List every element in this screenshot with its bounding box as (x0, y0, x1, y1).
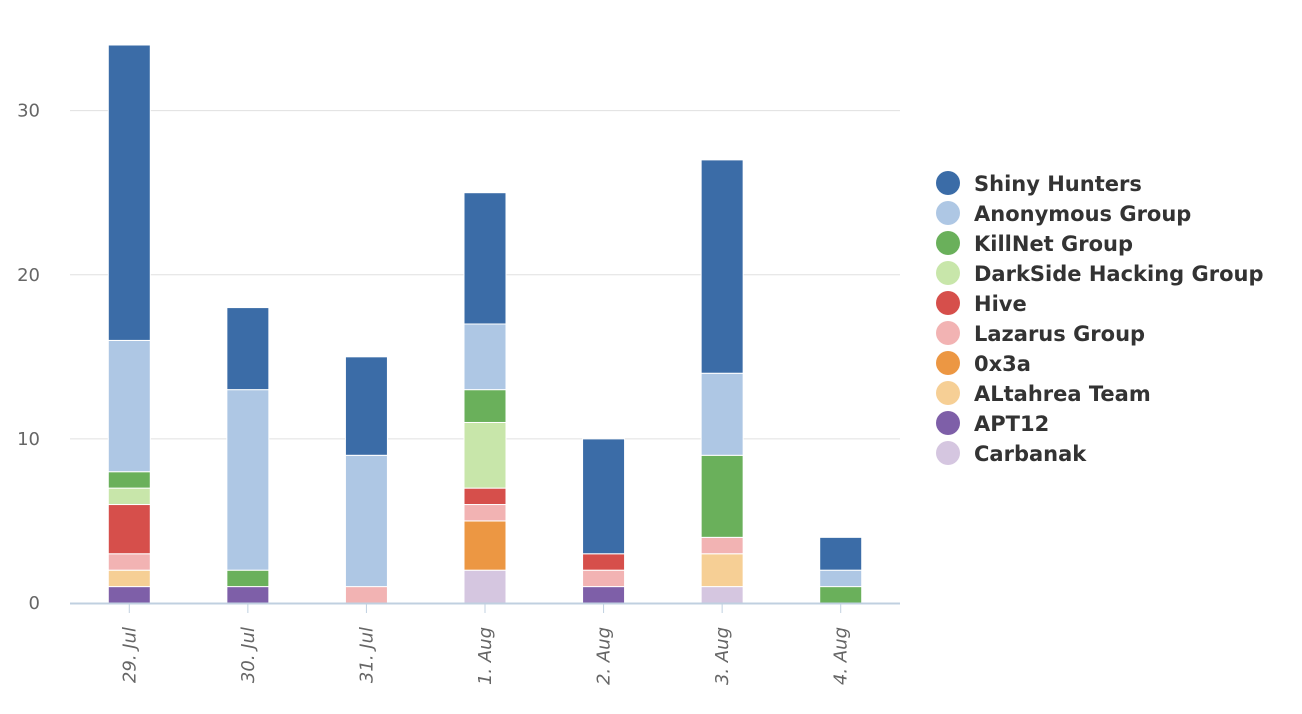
legend: Shiny Hunters Anonymous Group KillNet Grou… (936, 171, 1264, 466)
legend-item[interactable]: Shiny Hunters (936, 171, 1142, 196)
bar-segment[interactable] (344, 356, 388, 456)
x-tick-label: 31. Jul (356, 627, 377, 683)
bar-segment[interactable] (226, 586, 270, 604)
legend-item[interactable]: KillNet Group (936, 231, 1133, 256)
bar-segment[interactable] (107, 504, 151, 555)
x-tick-label: 29. Jul (119, 627, 140, 683)
legend-swatch (936, 411, 960, 435)
legend-swatch (936, 261, 960, 285)
bar-segment[interactable] (582, 553, 626, 571)
bar-segment[interactable] (582, 438, 626, 555)
bar-segment[interactable] (582, 569, 626, 588)
bar-segment[interactable] (107, 586, 151, 604)
bar-segment[interactable] (226, 307, 270, 391)
legend-item[interactable]: 0x3a (936, 351, 1031, 376)
bar-segment[interactable] (700, 159, 744, 374)
legend-item[interactable]: Hive (936, 291, 1027, 316)
bar-segment[interactable] (107, 487, 151, 506)
legend-label: 0x3a (974, 352, 1031, 376)
legend-swatch (936, 291, 960, 315)
bar-segment[interactable] (819, 569, 863, 588)
legend-swatch (936, 171, 960, 195)
x-tick-label: 4. Aug (831, 627, 852, 685)
bar-segment[interactable] (700, 454, 744, 538)
x-tick-label: 30. Jul (238, 627, 259, 683)
y-axis: 0 10 20 30 (17, 101, 40, 614)
legend-item[interactable]: ALtahrea Team (936, 381, 1151, 406)
bar-segment[interactable] (463, 389, 507, 423)
bar-segment[interactable] (700, 536, 744, 555)
legend-item[interactable]: Carbanak (936, 441, 1087, 466)
y-tick-label: 10 (17, 429, 40, 450)
bar-segment[interactable] (107, 569, 151, 588)
bar-segment[interactable] (700, 372, 744, 456)
bar-segment[interactable] (463, 504, 507, 522)
bar-segment[interactable] (463, 569, 507, 604)
legend-label: Lazarus Group (974, 322, 1145, 346)
legend-label: Hive (974, 292, 1027, 316)
legend-item[interactable]: APT12 (936, 411, 1049, 436)
bar-segment[interactable] (463, 323, 507, 391)
legend-swatch (936, 231, 960, 255)
bar-segment[interactable] (107, 44, 151, 341)
x-tick-label: 2. Aug (594, 627, 615, 685)
bars (107, 44, 863, 604)
bar-segment[interactable] (819, 586, 863, 604)
bar-segment[interactable] (226, 569, 270, 588)
legend-label: ALtahrea Team (974, 382, 1151, 406)
legend-swatch (936, 441, 960, 465)
x-tick-label: 1. Aug (475, 627, 496, 685)
x-tick-label: 3. Aug (712, 627, 733, 685)
legend-swatch (936, 201, 960, 225)
y-tick-label: 30 (17, 101, 40, 122)
legend-label: Carbanak (974, 442, 1087, 466)
legend-label: Shiny Hunters (974, 172, 1142, 196)
legend-item[interactable]: DarkSide Hacking Group (936, 261, 1264, 286)
bar-segment[interactable] (107, 471, 151, 489)
bar-segment[interactable] (344, 586, 388, 604)
legend-swatch (936, 381, 960, 405)
bar-segment[interactable] (700, 586, 744, 604)
legend-item[interactable]: Lazarus Group (936, 321, 1145, 346)
legend-label: KillNet Group (974, 232, 1133, 256)
bar-segment[interactable] (107, 339, 151, 473)
bar-segment[interactable] (463, 192, 507, 325)
bar-segment[interactable] (226, 389, 270, 571)
legend-label: Anonymous Group (974, 202, 1191, 226)
legend-swatch (936, 351, 960, 375)
bar-segment[interactable] (463, 421, 507, 489)
legend-label: APT12 (974, 412, 1049, 436)
legend-label: DarkSide Hacking Group (974, 262, 1264, 286)
bar-segment[interactable] (107, 553, 151, 571)
y-tick-label: 0 (29, 593, 40, 614)
bar-segment[interactable] (582, 586, 626, 604)
bar-segment[interactable] (344, 454, 388, 588)
bar-segment[interactable] (463, 520, 507, 571)
legend-item[interactable]: Anonymous Group (936, 201, 1191, 226)
x-axis: 29. Jul 30. Jul 31. Jul 1. Aug 2. Aug 3. Aug 4… (70, 602, 900, 685)
y-tick-label: 20 (17, 265, 40, 286)
legend-swatch (936, 321, 960, 345)
bar-segment[interactable] (819, 536, 863, 571)
bar-segment[interactable] (463, 487, 507, 506)
bar-segment[interactable] (700, 553, 744, 588)
